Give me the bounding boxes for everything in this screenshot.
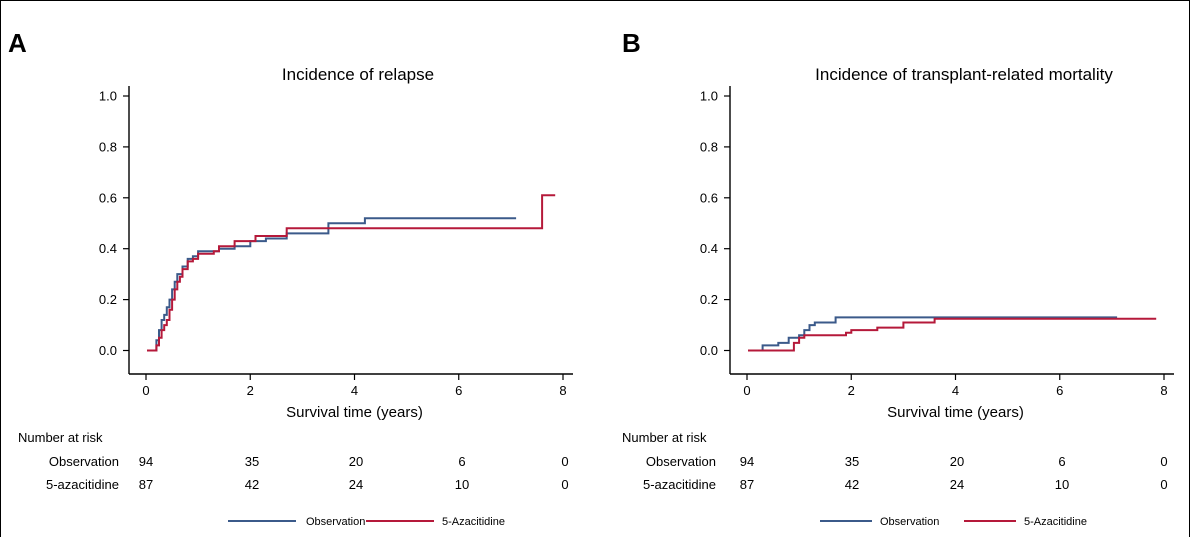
panel-b-risk-value: 87 [740,477,754,492]
panel-b-y-tick-label: 0.0 [700,343,718,358]
panel-a-x-axis-title: Survival time (years) [286,404,423,421]
panel-b-y-tick-label: 1.0 [700,89,718,104]
panel-a-x-tick-label: 2 [247,383,254,398]
panel-b-y-tick-label: 0.4 [700,241,718,256]
panel-b-risk-value: 10 [1055,477,1069,492]
panel-a-x-tick-label: 0 [142,383,149,398]
panel-b-legend-label-azacitidine: 5-Azacitidine [1024,516,1087,528]
panel-a-risk-value: 20 [349,454,363,469]
panel-b-x-tick-label: 6 [1056,383,1063,398]
panel-a-series-observation-line [147,217,517,352]
panel-b-risk-value: 94 [740,454,754,469]
panel-b-risk-row-label: Observation [646,454,716,469]
panel-a-series-azacitidine-line [147,194,556,352]
panel-a-title: Incidence of relapse [282,65,434,84]
panel-b-x-tick-label: 2 [848,383,855,398]
panel-b-series-azacitidine-line [748,317,1157,352]
panel-b-title: Incidence of transplant-related mortalit… [815,65,1113,84]
panel-b-risk-value: 35 [845,454,859,469]
panel-a-risk-value: 10 [455,477,469,492]
panel-a-risk-row-label: 5-azacitidine [46,477,119,492]
panel-b-x-tick-label: 0 [743,383,750,398]
panel-b-x-tick-label: 8 [1160,383,1167,398]
panel-a-risk-title: Number at risk [18,430,103,445]
panel-a-risk-value: 0 [561,477,568,492]
panel-b-x-tick-label: 4 [952,383,959,398]
panel-b-risk-value: 0 [1160,454,1167,469]
panel-a-y-tick-label: 0.4 [99,241,117,256]
panel-a-y-tick-label: 0.2 [99,292,117,307]
panel-b-risk-value: 24 [950,477,964,492]
panel-b-series-observation-line [748,316,1118,352]
panel-b-x-axis-title: Survival time (years) [887,404,1024,421]
panel-a-risk-row-label: Observation [49,454,119,469]
panel-b-y-tick-label: 0.2 [700,292,718,307]
panel-b-risk-value: 42 [845,477,859,492]
panel-a-risk-value: 24 [349,477,363,492]
panel-b-y-tick-label: 0.6 [700,190,718,205]
panel-b-legend-label-observation: Observation [880,516,939,528]
panel-b-risk-row-label: 5-azacitidine [643,477,716,492]
panel-b-risk-value: 20 [950,454,964,469]
panel-b-y-tick-label: 0.8 [700,139,718,154]
panel-a-y-tick-label: 0.6 [99,190,117,205]
panel-a-legend-label-observation: Observation [306,516,365,528]
panel-a-risk-value: 0 [561,454,568,469]
panel-b-risk-value: 6 [1058,454,1065,469]
panel-b-risk-value: 0 [1160,477,1167,492]
panel-a-risk-value: 35 [245,454,259,469]
panel-a-risk-value: 94 [139,454,153,469]
panel-a-risk-value: 6 [458,454,465,469]
panel-a-x-tick-label: 8 [559,383,566,398]
panel-b-risk-title: Number at risk [622,430,707,445]
panel-a-legend-label-azacitidine: 5-Azacitidine [442,516,505,528]
panel-a-y-tick-label: 0.0 [99,343,117,358]
panel-a-label: A [8,28,27,58]
panel-a-x-tick-label: 6 [455,383,462,398]
panel-a-x-tick-label: 4 [351,383,358,398]
panel-a-y-tick-label: 1.0 [99,89,117,104]
panel-a-risk-value: 42 [245,477,259,492]
panel-b-label: B [622,28,641,58]
panel-a-y-tick-label: 0.8 [99,139,117,154]
panel-a-risk-value: 87 [139,477,153,492]
